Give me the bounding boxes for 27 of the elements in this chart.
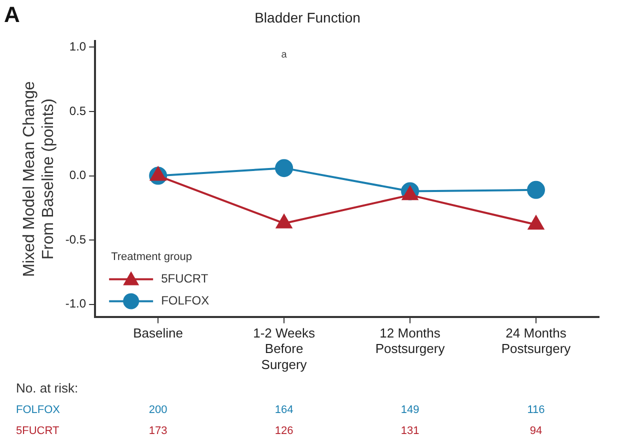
text: 126: [274, 425, 294, 438]
y-tick-label: -0.5: [65, 232, 86, 246]
legend-label: FOLFOX: [161, 294, 210, 308]
y-tick-label: 0.5: [69, 104, 86, 118]
text: 94: [530, 425, 542, 438]
y-axis-title: Mixed Model Mean Change From Baseline (points): [21, 81, 58, 277]
text: 5FUCRT: [16, 425, 60, 438]
text: 131: [400, 425, 420, 438]
x-tick-label: 1-2 Weeks Before Surgery: [253, 326, 316, 372]
x-tick-label: 12 Months Postsurgery: [375, 326, 446, 356]
text: FOLFOX: [16, 404, 60, 416]
annotation: a: [281, 50, 288, 61]
text: 200: [148, 404, 168, 416]
x-tick-label: 24 Months Postsurgery: [501, 326, 572, 356]
text: No. at risk:: [16, 380, 78, 396]
text: 173: [148, 425, 168, 438]
text: 116: [527, 404, 545, 416]
y-tick-label: 0.0: [69, 168, 86, 182]
text: A: [4, 2, 20, 28]
x-tick-label: Baseline: [133, 326, 184, 341]
legend-title: Treatment group: [111, 251, 192, 264]
y-tick-label: 1.0: [69, 40, 86, 54]
chart-title: Bladder Function: [254, 9, 360, 26]
legend-label: 5FUCRT: [161, 272, 209, 286]
y-tick-label: -1.0: [65, 296, 86, 311]
text: 149: [400, 404, 420, 416]
text: 164: [274, 404, 294, 416]
